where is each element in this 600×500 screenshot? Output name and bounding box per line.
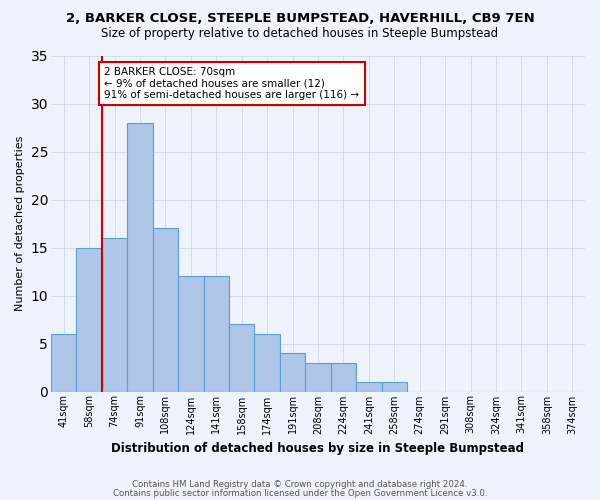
Text: Contains public sector information licensed under the Open Government Licence v3: Contains public sector information licen… xyxy=(113,489,487,498)
Text: 2, BARKER CLOSE, STEEPLE BUMPSTEAD, HAVERHILL, CB9 7EN: 2, BARKER CLOSE, STEEPLE BUMPSTEAD, HAVE… xyxy=(65,12,535,26)
Bar xyxy=(152,228,178,392)
Y-axis label: Number of detached properties: Number of detached properties xyxy=(15,136,25,311)
Bar xyxy=(229,324,254,392)
Bar xyxy=(382,382,407,392)
Bar xyxy=(127,122,152,392)
Bar xyxy=(102,238,127,392)
Text: Contains HM Land Registry data © Crown copyright and database right 2024.: Contains HM Land Registry data © Crown c… xyxy=(132,480,468,489)
Bar xyxy=(305,362,331,392)
Bar xyxy=(178,276,203,392)
Bar xyxy=(51,334,76,392)
Bar xyxy=(254,334,280,392)
Text: Size of property relative to detached houses in Steeple Bumpstead: Size of property relative to detached ho… xyxy=(101,28,499,40)
Text: 2 BARKER CLOSE: 70sqm
← 9% of detached houses are smaller (12)
91% of semi-detac: 2 BARKER CLOSE: 70sqm ← 9% of detached h… xyxy=(104,67,359,100)
Bar xyxy=(76,248,102,392)
Bar xyxy=(280,353,305,392)
Bar xyxy=(356,382,382,392)
Bar xyxy=(203,276,229,392)
Bar xyxy=(331,362,356,392)
X-axis label: Distribution of detached houses by size in Steeple Bumpstead: Distribution of detached houses by size … xyxy=(112,442,524,455)
